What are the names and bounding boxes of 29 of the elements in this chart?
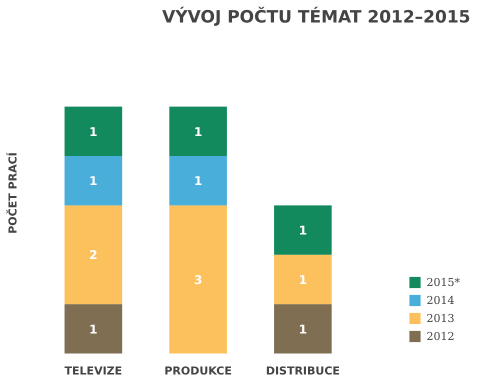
legend-label: 2015* (426, 276, 460, 288)
data-label: 1 (298, 322, 308, 336)
legend-label: 2014 (426, 294, 454, 306)
bar (64, 156, 122, 206)
bar (274, 205, 332, 255)
data-label: 1 (298, 272, 308, 287)
data-label: 1 (89, 124, 98, 139)
data-label: 1 (89, 174, 98, 188)
bar (64, 205, 122, 304)
data-label: 2 (89, 248, 98, 262)
x-tick-label: DISTRIBUCE (266, 364, 340, 378)
data-label: 1 (89, 322, 98, 336)
legend-label: 2012 (426, 330, 454, 342)
x-tick-label: PRODUKCE (164, 364, 232, 378)
bar (64, 304, 122, 354)
bar (274, 304, 332, 354)
data-label: 1 (194, 124, 202, 139)
bar (64, 106, 122, 156)
bar (169, 205, 227, 354)
x-tick-label: TELEVIZE (64, 364, 122, 378)
bar (274, 254, 332, 304)
data-label: 1 (194, 174, 202, 188)
legend-label: 2013 (426, 312, 454, 324)
bar (169, 106, 227, 156)
y-axis-title: POČET PRACÍ (6, 152, 20, 234)
data-label: 1 (298, 224, 308, 238)
chart-title: VÝVOJ POČTU TÉMAT 2012–2015 (162, 6, 471, 28)
data-label: 3 (194, 272, 202, 287)
bar (169, 156, 227, 206)
